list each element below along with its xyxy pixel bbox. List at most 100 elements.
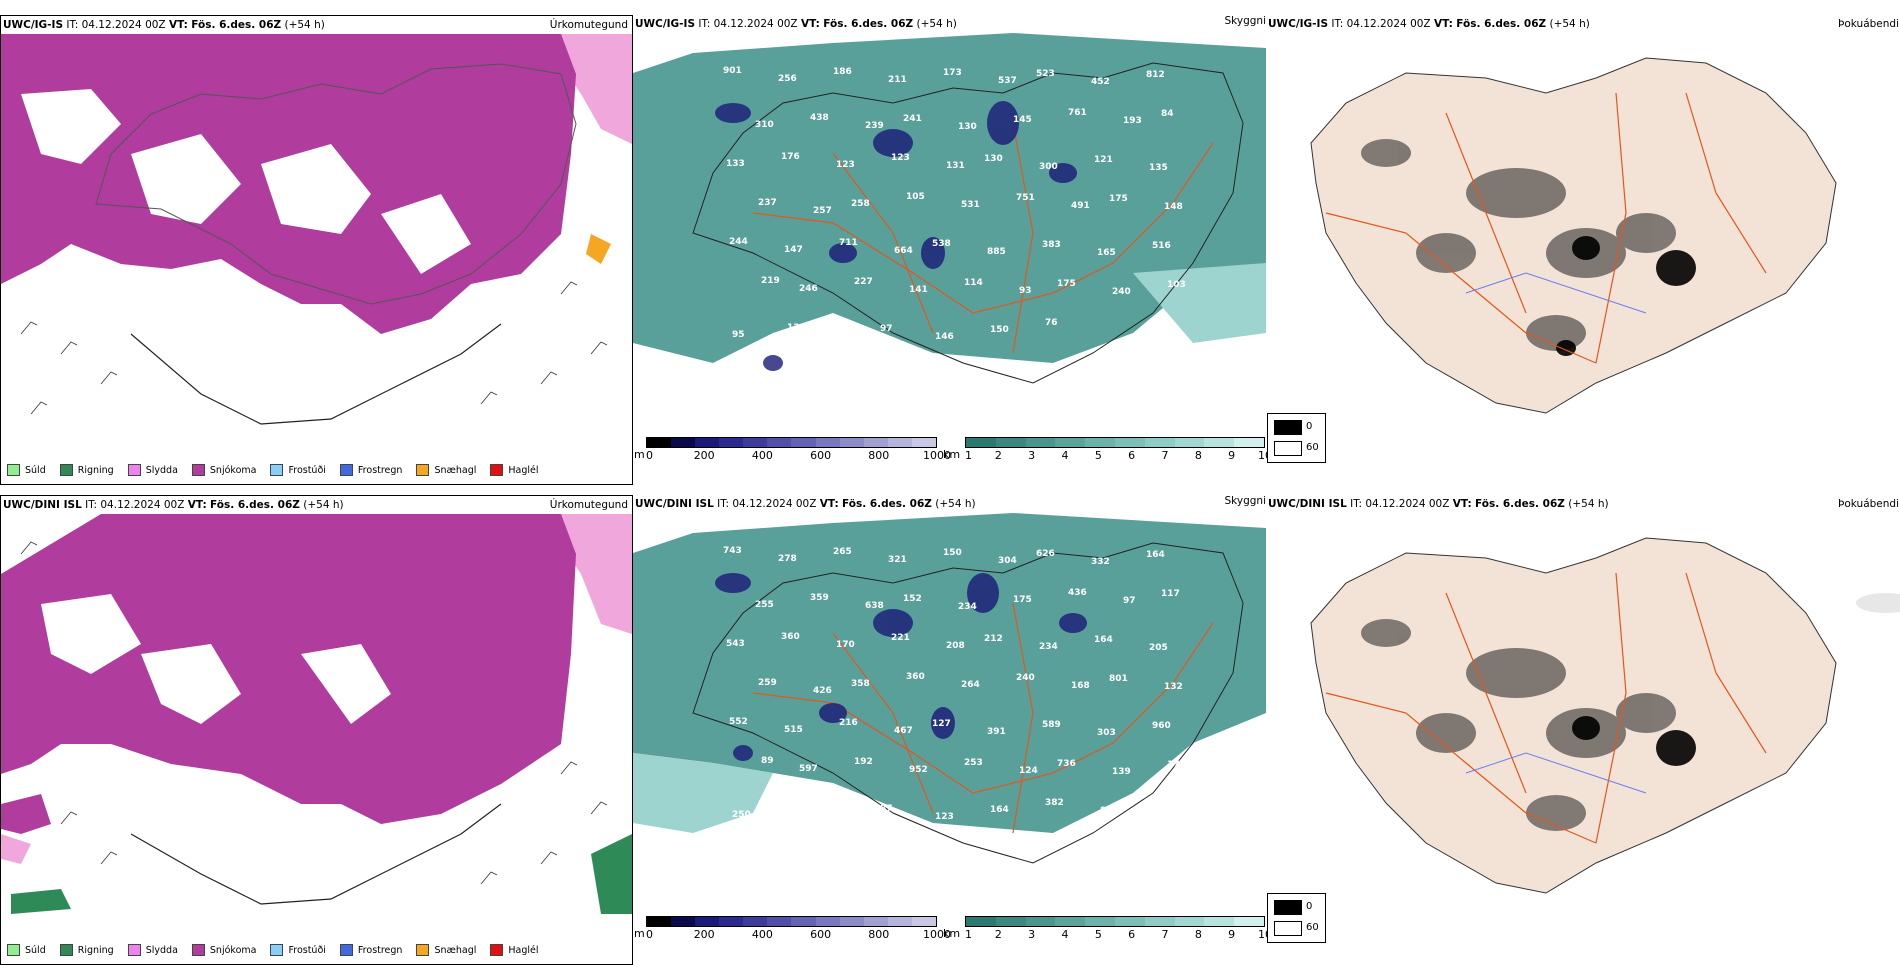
colorbar-swatch (695, 917, 720, 926)
visibility-value-label: 240 (1112, 287, 1131, 297)
fog-map (1310, 57, 1837, 414)
legend-item: Rigning (59, 944, 114, 956)
colorbar-swatch (767, 438, 792, 447)
visibility-value-label: 246 (799, 284, 818, 294)
visibility-value-label: 383 (1042, 240, 1061, 250)
colorbar-swatch (719, 438, 744, 447)
visibility-value-label: 132 (1164, 682, 1183, 692)
colorbar-tick: 0 (646, 928, 653, 941)
colorbar-swatch (1114, 917, 1145, 926)
legend-swatch (270, 464, 284, 476)
visibility-value-label: 278 (778, 554, 797, 564)
visibility-value-label: 145 (1013, 115, 1032, 125)
visibility-colorbar-ticks: 1 2 3 4 5 6 7 8 9 10 (965, 448, 1272, 462)
colorbar-tick: 400 (751, 928, 773, 941)
colorbar-swatch (1144, 917, 1175, 926)
visibility-value-label: 141 (909, 285, 928, 295)
colorbar-swatch (1025, 917, 1056, 926)
visibility-value-label: 537 (998, 76, 1017, 86)
visibility-value-label: 436 (1068, 588, 1087, 598)
visibility-value-label: 258 (851, 199, 870, 209)
colorbar-tick: 4 (1061, 449, 1069, 462)
legend-swatch (127, 464, 141, 476)
visibility-value-label: 216 (839, 718, 858, 728)
colorbar-tick: 7 (1161, 928, 1169, 941)
fog-key-swatch (1274, 441, 1302, 456)
visibility-value-label: 150 (943, 548, 962, 558)
panel-header: UWC/IG-IS IT: 04.12.2024 00Z VT: Fös. 6.… (1268, 18, 1590, 30)
fog-key-swatch (1274, 420, 1302, 435)
colorbar-swatch (995, 917, 1026, 926)
visibility-value-label: 152 (903, 594, 922, 604)
fog-panel-1: UWC/IG-IS IT: 04.12.2024 00Z VT: Fös. 6.… (1266, 15, 1899, 485)
visibility-value-label: 193 (1123, 116, 1142, 126)
visibility-value-label: 168 (1071, 681, 1090, 691)
legend-item: Haglél (490, 464, 539, 476)
visibility-value-label: 589 (1042, 720, 1061, 730)
legend-item: Snjókoma (191, 944, 256, 956)
colorbar-swatch (1085, 917, 1115, 926)
colorbar-swatch (966, 917, 996, 926)
visibility-value-label: 885 (987, 247, 1006, 257)
visibility-value-label: 597 (799, 764, 818, 774)
visibility-panel-2: UWC/DINI ISL IT: 04.12.2024 00Z VT: Fös.… (633, 495, 1266, 965)
panel-type-label: Skyggni (1224, 15, 1267, 27)
colorbar-swatch (719, 917, 744, 926)
legend-swatch (416, 944, 430, 956)
visibility-value-label: 253 (964, 758, 983, 768)
visibility-value-label: 146 (935, 332, 954, 342)
visibility-value-label: 150 (990, 325, 1009, 335)
colorbar-swatch (863, 438, 888, 447)
visibility-value-label: 626 (1036, 549, 1055, 559)
colorbar-swatch (1025, 438, 1056, 447)
visibility-panel-1: UWC/IG-IS IT: 04.12.2024 00Z VT: Fös. 6.… (633, 15, 1266, 485)
terrain-colorbar-ticks: 0 200 400 600 800 1000 (646, 448, 951, 462)
visibility-value-label: 960 (1152, 721, 1171, 731)
terrain-colorbar-swatches (646, 916, 937, 927)
visibility-value-label: 121 (1094, 155, 1113, 165)
terrain-colorbar: 0 200 400 600 800 1000 m (634, 916, 951, 941)
visibility-value-label: 359 (810, 593, 829, 603)
legend-item: Haglél (490, 944, 539, 956)
legend-swatch (59, 944, 73, 956)
legend-swatch (7, 944, 20, 956)
terrain-unit: m (634, 448, 645, 461)
visibility-value-label: 360 (906, 672, 925, 682)
colorbar-swatch (1144, 438, 1175, 447)
visibility-value-label: 123 (935, 812, 954, 822)
colorbar-swatch (839, 917, 864, 926)
visibility-value-label: 664 (894, 246, 913, 256)
colorbar-swatch (791, 438, 816, 447)
visibility-value-label: 131 (787, 323, 806, 333)
precip-type-panel-2: UWC/DINI ISL IT: 04.12.2024 00Z VT: Fös.… (0, 495, 633, 965)
visibility-value-label: 130 (984, 154, 1003, 164)
visibility-value-label: 303 (1097, 728, 1116, 738)
visibility-value-label: 89 (761, 756, 774, 766)
colorbar-swatch (887, 438, 912, 447)
visibility-value-label: 523 (1036, 69, 1055, 79)
colorbar-swatch (743, 438, 768, 447)
legend-item: Súld (7, 944, 46, 956)
visibility-colorbar: 1 2 3 4 5 6 7 8 9 10 km (943, 916, 1272, 941)
colorbar-tick: 0 (646, 449, 653, 462)
visibility-value-label: 491 (1071, 201, 1090, 211)
colorbar-tick: 9 (1228, 449, 1236, 462)
visibility-value-label: 426 (813, 686, 832, 696)
visibility-unit: km (943, 927, 961, 940)
visibility-value-label: 310 (755, 120, 774, 130)
visibility-value-label: 438 (810, 113, 829, 123)
visibility-value-label: 265 (833, 547, 852, 557)
panel-header: UWC/DINI ISL IT: 04.12.2024 00Z VT: Fös.… (3, 499, 344, 511)
colorbar-swatch (743, 917, 768, 926)
colorbar-swatch (995, 438, 1026, 447)
visibility-value-label: 192 (854, 757, 873, 767)
visibility-value-label: 131 (946, 161, 965, 171)
panel-type-label: Þokuábendi (1838, 498, 1899, 510)
colorbar-tick: 2 (994, 928, 1002, 941)
visibility-value-label: 164 (1146, 550, 1165, 560)
visibility-value-label: 234 (1039, 642, 1058, 652)
visibility-value-label: 208 (946, 641, 965, 651)
visibility-value-label: 638 (865, 601, 884, 611)
visibility-value-label: 173 (943, 68, 962, 78)
legend-swatch (490, 944, 504, 956)
